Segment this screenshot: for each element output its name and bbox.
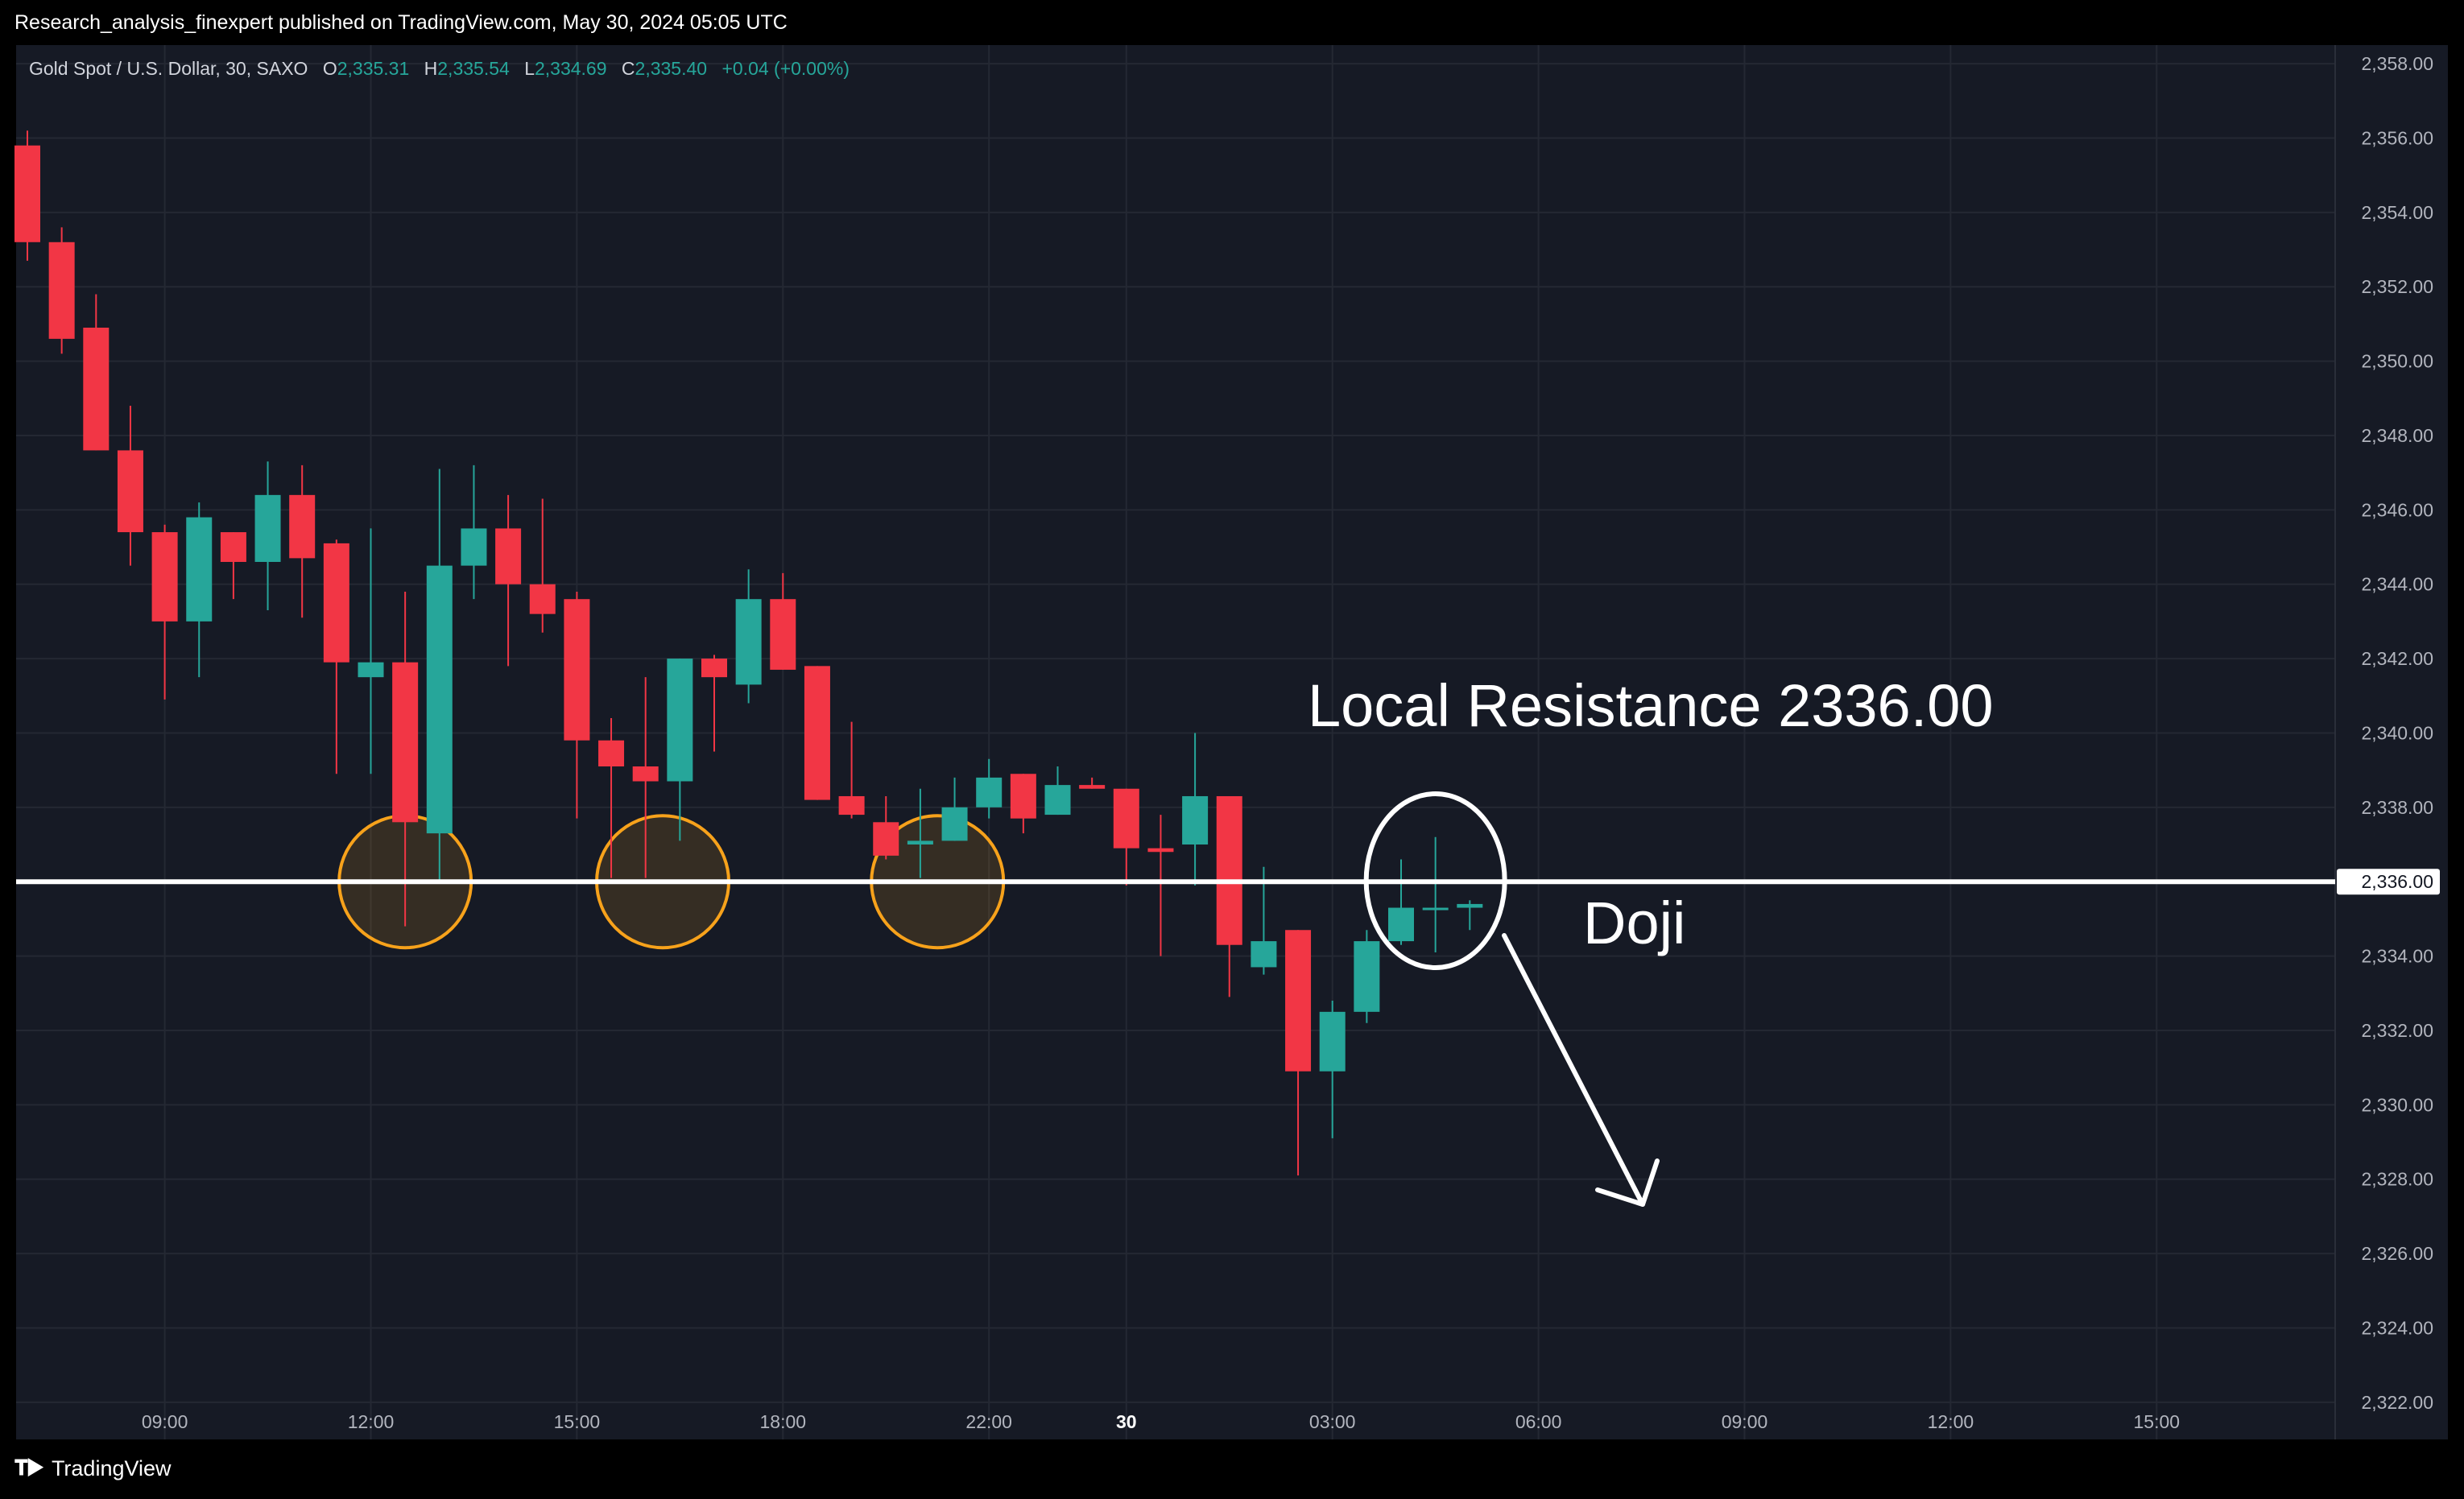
down-arrow-shaft[interactable]	[1502, 933, 1645, 1207]
legend-open-label: O	[322, 58, 337, 79]
x-tick-label: 18:00	[760, 1411, 807, 1432]
candle-body[interactable]	[1216, 795, 1242, 945]
publisher-caption: Research_analysis_finexpert published on…	[14, 11, 788, 34]
legend-high-value: 2,335.54	[437, 58, 510, 79]
candle-body[interactable]	[289, 494, 316, 559]
candle-body[interactable]	[83, 328, 110, 451]
y-tick-label: 2,356.00	[2361, 127, 2433, 148]
x-tick-label: 30	[1116, 1411, 1137, 1432]
x-tick-label: 12:00	[1928, 1411, 1974, 1432]
y-tick-label: 2,344.00	[2361, 574, 2433, 595]
candle-body[interactable]	[1044, 785, 1071, 816]
legend-close-value: 2,335.40	[635, 58, 708, 79]
x-tick-label: 15:00	[554, 1411, 601, 1432]
candle-body[interactable]	[186, 517, 213, 621]
candle-body[interactable]	[1010, 774, 1036, 819]
candle-body[interactable]	[1113, 788, 1139, 849]
candle-body[interactable]	[976, 777, 1003, 807]
candle-body[interactable]	[426, 565, 453, 834]
candle-body[interactable]	[220, 532, 246, 562]
candle-body[interactable]	[770, 599, 796, 670]
candle-body[interactable]	[701, 659, 727, 678]
y-tick-label: 2,350.00	[2361, 351, 2433, 372]
candle-body[interactable]	[941, 807, 968, 841]
footer-brand[interactable]: 𝐓▶ TradingView	[14, 1456, 172, 1481]
candle-body[interactable]	[1422, 907, 1449, 911]
candle-body[interactable]	[1285, 930, 1312, 1072]
candle-body[interactable]	[838, 795, 865, 816]
legend-open-value: 2,335.31	[337, 58, 410, 79]
candle-body[interactable]	[1354, 941, 1380, 1012]
resistance-price-tag	[2337, 869, 2440, 895]
y-tick-label: 2,354.00	[2361, 202, 2433, 223]
x-tick-label: 09:00	[142, 1411, 188, 1432]
legend-close-label: C	[621, 58, 635, 79]
candle-body[interactable]	[254, 494, 281, 562]
candle-body[interactable]	[358, 662, 384, 678]
candle-body[interactable]	[735, 599, 762, 685]
candle-body[interactable]	[667, 659, 693, 782]
y-tick-label: 2,346.00	[2361, 499, 2433, 520]
candle-body[interactable]	[564, 599, 590, 741]
y-tick-label: 2,322.00	[2361, 1392, 2433, 1413]
candle-body[interactable]	[1182, 795, 1209, 845]
candle-body[interactable]	[804, 666, 830, 800]
y-tick-label: 2,358.00	[2361, 53, 2433, 74]
candle-body[interactable]	[392, 662, 419, 823]
y-tick-label: 2,352.00	[2361, 276, 2433, 297]
x-tick-label: 06:00	[1515, 1411, 1562, 1432]
candle-body[interactable]	[151, 532, 178, 621]
candle-body[interactable]	[907, 840, 933, 845]
legend-low-value: 2,334.69	[534, 58, 607, 79]
candle-body[interactable]	[632, 766, 659, 782]
x-tick-label: 22:00	[965, 1411, 1012, 1432]
y-tick-label: 2,324.00	[2361, 1317, 2433, 1338]
candle-body[interactable]	[48, 242, 75, 339]
y-tick-label: 2,328.00	[2361, 1169, 2433, 1190]
doji-highlight-circle[interactable]	[1363, 791, 1507, 970]
y-tick-label: 2,332.00	[2361, 1020, 2433, 1041]
candle-body[interactable]	[873, 822, 899, 856]
resistance-price-label: 2,336.00	[2361, 871, 2433, 892]
y-tick-label: 2,334.00	[2361, 946, 2433, 967]
candle-body[interactable]	[117, 450, 143, 533]
y-tick-label: 2,326.00	[2361, 1243, 2433, 1264]
chart-frame[interactable]	[16, 45, 2448, 1439]
resistance-annotation[interactable]: Local Resistance 2336.00	[1308, 672, 1994, 739]
candle-body[interactable]	[1079, 785, 1106, 789]
candle-body[interactable]	[1319, 1011, 1346, 1072]
legend-change: +0.04 (+0.00%)	[721, 58, 850, 79]
legend-high-label: H	[424, 58, 438, 79]
candle-body[interactable]	[529, 584, 556, 614]
down-arrow-head[interactable]	[1595, 1158, 1660, 1207]
candle-body[interactable]	[1147, 848, 1174, 853]
doji-annotation[interactable]: Doji	[1583, 890, 1685, 956]
legend-low-label: L	[524, 58, 535, 79]
y-tick-label: 2,338.00	[2361, 797, 2433, 818]
y-tick-label: 2,342.00	[2361, 648, 2433, 669]
symbol-legend: Gold Spot / U.S. Dollar, 30, SAXO O2,335…	[29, 58, 850, 80]
candle-body[interactable]	[14, 145, 40, 242]
candle-body[interactable]	[461, 528, 487, 566]
tradingview-logo-icon: 𝐓▶	[14, 1456, 45, 1480]
x-tick-label: 12:00	[348, 1411, 395, 1432]
candle-body[interactable]	[598, 740, 625, 767]
x-tick-label: 15:00	[2134, 1411, 2181, 1432]
candle-body[interactable]	[495, 528, 522, 584]
y-tick-label: 2,330.00	[2361, 1094, 2433, 1115]
x-tick-label: 09:00	[1722, 1411, 1768, 1432]
candle-body[interactable]	[323, 543, 349, 663]
y-tick-label: 2,348.00	[2361, 425, 2433, 446]
y-tick-label: 2,340.00	[2361, 722, 2433, 743]
candle-body[interactable]	[1457, 903, 1483, 908]
x-tick-label: 03:00	[1309, 1411, 1356, 1432]
candle-body[interactable]	[1388, 907, 1414, 942]
legend-symbol[interactable]: Gold Spot / U.S. Dollar, 30, SAXO	[29, 58, 308, 79]
candle-body[interactable]	[1251, 941, 1277, 968]
footer-brand-label: TradingView	[51, 1456, 172, 1480]
